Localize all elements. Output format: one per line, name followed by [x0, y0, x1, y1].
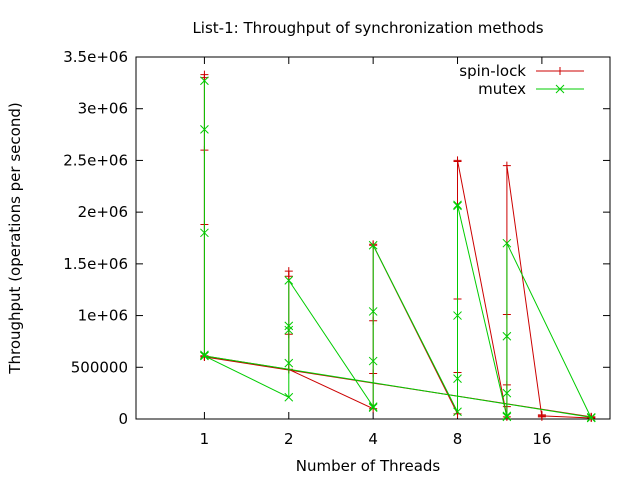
data-point-mutex: [368, 240, 378, 250]
data-point-mutex: [502, 238, 512, 248]
x-tick-label: 16: [532, 430, 551, 448]
x-axis-label: Number of Threads: [296, 457, 441, 475]
x-tick-label: 8: [453, 430, 463, 448]
y-tick-label: 3.5e+06: [63, 48, 128, 66]
data-point-mutex: [368, 402, 378, 411]
data-point-mutex: [502, 411, 512, 421]
data-point-mutex: [502, 388, 512, 398]
data-point-mutex: [368, 403, 378, 412]
data-point-spin-lock: [284, 267, 293, 276]
data-point-mutex: [586, 413, 596, 422]
data-point-mutex: [368, 307, 378, 316]
data-point-mutex: [284, 325, 294, 335]
series-mutex: [200, 76, 596, 423]
data-point-spin-lock: [537, 411, 546, 420]
series-layer: [200, 70, 596, 423]
data-point-mutex: [502, 412, 512, 422]
y-tick-label: 0: [118, 410, 128, 428]
legend-marker-glyph: [555, 84, 565, 94]
x-tick-label: 4: [368, 430, 378, 448]
data-point-mutex: [200, 125, 209, 134]
data-point-mutex: [502, 331, 512, 341]
data-point-mutex: [284, 392, 294, 402]
chart-title: List-1: Throughput of synchronization me…: [192, 19, 543, 37]
series-line-spin-lock: [203, 74, 592, 419]
legend: spin-lock mutex: [459, 62, 584, 98]
legend-marker-glyph: [556, 67, 564, 75]
y-tick-label: 1e+06: [78, 307, 128, 325]
data-point-mutex: [200, 351, 209, 361]
legend-label-mutex: mutex: [478, 80, 526, 98]
data-point-mutex: [453, 311, 462, 320]
data-point-mutex: [284, 358, 294, 368]
y-tick-label: 500000: [71, 358, 128, 376]
axis-ticks: 0 500000 1e+06 1.5e+06 2e+06 2.5e+06 3e+06 3.5e…: [63, 48, 610, 448]
legend-label-spin-lock: spin-lock: [459, 62, 526, 80]
series-spin-lock: [200, 70, 596, 422]
legend-marker-spin-lock: [556, 67, 564, 75]
data-point-mutex: [453, 200, 462, 210]
data-point-mutex: [453, 407, 462, 417]
data-point-mutex: [284, 321, 294, 331]
x-tick-label: 2: [284, 430, 294, 448]
data-point-spin-lock: [502, 161, 511, 170]
series-line-mutex: [203, 80, 592, 419]
y-tick-label: 3e+06: [78, 100, 128, 118]
data-point-mutex: [284, 276, 294, 285]
data-point-mutex: [200, 76, 209, 86]
data-point-mutex: [453, 201, 462, 211]
legend-marker-mutex: [555, 84, 565, 94]
y-tick-label: 1.5e+06: [63, 255, 128, 273]
x-tick-label: 1: [200, 430, 210, 448]
data-point-spin-lock: [453, 156, 462, 165]
data-point-mutex: [453, 374, 462, 384]
data-point-mutex: [200, 350, 209, 360]
y-axis-label: Throughput (operations per second): [6, 102, 24, 374]
y-tick-label: 2e+06: [78, 203, 128, 221]
data-point-mutex: [368, 356, 378, 366]
y-tick-label: 2.5e+06: [63, 151, 128, 169]
data-point-mutex: [200, 228, 209, 238]
